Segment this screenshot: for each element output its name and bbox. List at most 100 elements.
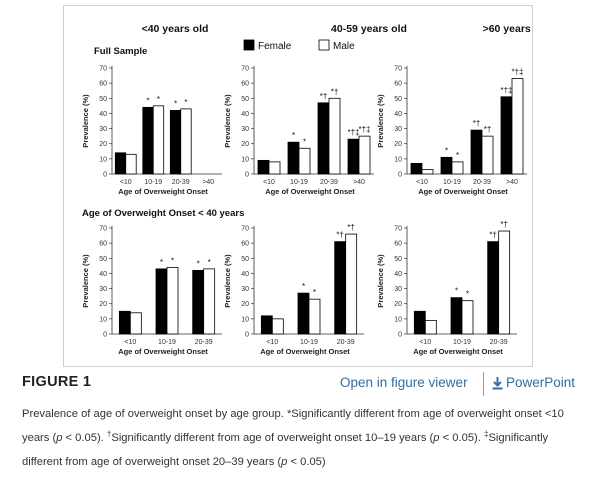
- panel-1-2-bar-male: [424, 319, 437, 335]
- panel-0-1-y-tick-label: 20: [241, 141, 249, 148]
- caption-part1: Prevalence of age of overweight onset by…: [22, 408, 564, 444]
- panel-0-2-x-tick-label: 20-39: [473, 179, 491, 186]
- panel-0-2-y-tick-label: 60: [394, 81, 402, 88]
- panel-1-2-y-tick-label: 60: [394, 241, 402, 248]
- panel-0-2-y-tick-label: 20: [394, 141, 402, 148]
- panel-0-1-annotation: *†‡: [347, 128, 359, 137]
- panel-0-1-bar-female: [347, 138, 360, 175]
- panel-0-2-annotation: *: [445, 146, 448, 155]
- panel-1-0-bar-male: [166, 266, 179, 335]
- caption-part3: Significantly different from age of over…: [111, 432, 434, 444]
- column-title-1: 40-59 years old: [331, 23, 407, 35]
- panel-0-1-annotation: *: [292, 131, 295, 140]
- panel-1-0-x-tick-label: <10: [124, 339, 136, 346]
- panel-0-2-y-tick-label: 70: [394, 66, 402, 73]
- panel-0-0-x-tick-label: 10-19: [144, 179, 162, 186]
- panel-0-0-y-tick-label: 70: [99, 66, 107, 73]
- column-title-0: <40 years old: [142, 23, 209, 35]
- panel-0-1-y-tick-label: 0: [245, 172, 249, 179]
- panel-1-1-bar-female: [260, 315, 273, 335]
- panel-0-0-y-tick-label: 20: [99, 141, 107, 148]
- panel-0-1-y-axis-label: Prevalence (%): [223, 94, 232, 148]
- panel-0-1-annotation: *†: [320, 92, 328, 101]
- panel-1-1-bar-female: [297, 292, 310, 335]
- column-title-2: >60 years old: [483, 23, 534, 35]
- legend-swatch-male: [318, 39, 330, 51]
- panel-1-0-annotation: *: [197, 259, 200, 268]
- panel-1-2-annotation: *: [466, 290, 469, 299]
- panel-1-2-bar-male: [498, 230, 511, 335]
- caption-dagger: †: [106, 429, 112, 439]
- panel-0-0-annotation: *: [146, 96, 149, 105]
- panel-0-0-y-tick-label: 50: [99, 96, 107, 103]
- panel-0-1-x-tick-label: <10: [263, 179, 275, 186]
- panel-0-0-bar-female: [142, 106, 154, 175]
- panel-0-1-bar-male: [328, 97, 341, 175]
- caption-part5: Significantly different from age of over…: [22, 432, 549, 468]
- panel-1-2-bar-female: [450, 297, 463, 335]
- panel-1-2-y-tick-label: 50: [394, 256, 402, 263]
- panel-1-0-annotation: *: [160, 258, 163, 267]
- panel-0-0-bar-male: [152, 105, 165, 175]
- panel-0-1-annotation: *†‡: [358, 125, 370, 134]
- panel-0-0-bar-male: [180, 108, 192, 175]
- panel-1-1-y-tick-label: 60: [241, 241, 249, 248]
- panel-0-2-bar-female: [500, 96, 513, 175]
- figure-caption: Prevalence of age of overweight onset by…: [22, 402, 582, 474]
- download-icon: [492, 376, 503, 389]
- panel-1-1-y-tick-label: 0: [245, 332, 249, 339]
- open-in-figure-viewer-link[interactable]: Open in figure viewer: [340, 375, 468, 390]
- figure-panel: <40 years old 40-59 years old >60 years ol…: [63, 5, 534, 367]
- powerpoint-link[interactable]: PowerPoint: [491, 375, 575, 390]
- panel-1-1-x-tick-label: <10: [266, 339, 278, 346]
- panel-1-1-annotation: *: [313, 288, 316, 297]
- panel-0-0-annotation: *: [157, 95, 160, 104]
- panel-0-0-bar-female: [169, 110, 182, 175]
- panel-1-1-y-tick-label: 40: [241, 271, 249, 278]
- panel-1-1-x-tick-label: 20-39: [337, 339, 355, 346]
- panel-0-2-y-tick-label: 50: [394, 96, 402, 103]
- panel-0-2-y-tick-label: 30: [394, 126, 402, 133]
- panel-1-1-y-tick-label: 20: [241, 301, 249, 308]
- panel-0-1-y-tick-label: 70: [241, 66, 249, 73]
- panel-0-2-bar-male: [511, 78, 524, 175]
- panel-1-0-bar-male: [203, 268, 216, 335]
- panel-0-2-bar-female: [470, 129, 483, 175]
- panel-1-1-bar-female: [334, 241, 347, 335]
- panel-0-2-y-tick-label: 10: [394, 156, 402, 163]
- panel-0-0-bar-female: [114, 152, 127, 175]
- panel-0-0-annotation: *: [174, 99, 177, 108]
- powerpoint-label: PowerPoint: [506, 375, 576, 390]
- panel-0-2-bar-female: [410, 162, 423, 175]
- panel-0-0-y-tick-label: 40: [99, 111, 107, 118]
- panel-0-1-y-tick-label: 30: [241, 126, 249, 133]
- panel-1-2-y-tick-label: 30: [394, 286, 402, 293]
- panel-0-1-bar-female: [287, 141, 300, 175]
- panel-0-0-x-tick-label: >40: [202, 179, 214, 186]
- panel-0-1-bar-male: [268, 161, 281, 175]
- panel-1-2-x-tick-label: 20-39: [490, 339, 508, 346]
- panel-1-2-annotation: *†: [489, 231, 497, 240]
- panel-0-2-bar-male: [481, 135, 494, 175]
- panel-1-2-x-tick-label: 10-19: [453, 339, 471, 346]
- panel-1-1-annotation: *†: [336, 231, 344, 240]
- caption-p-2: p: [433, 432, 440, 444]
- panel-1-1-annotation: *: [302, 282, 305, 291]
- panel-1-1-bar-male: [345, 233, 358, 335]
- panel-0-0-y-tick-label: 10: [99, 156, 107, 163]
- panel-0-2-x-tick-label: 10-19: [443, 179, 461, 186]
- panel-1-0-y-tick-label: 70: [99, 226, 107, 233]
- panel-1-2-y-tick-label: 40: [394, 271, 402, 278]
- panel-0-2-annotation: *: [456, 151, 459, 160]
- panel-0-1-y-tick-label: 50: [241, 96, 249, 103]
- panel-1-1-y-tick-label: 70: [241, 226, 249, 233]
- panel-1-0-bar-female: [118, 310, 131, 335]
- panel-1-1-annotation: *†: [347, 223, 355, 232]
- panel-0-1-x-tick-label: 10-19: [290, 179, 308, 186]
- panel-0-2-annotation: *†: [484, 125, 492, 134]
- panel-0-1-bar-male: [298, 147, 311, 175]
- panel-0-1-x-tick-label: 20-39: [320, 179, 338, 186]
- panel-0-2-x-axis-label: Age of Overweight Onset: [418, 187, 508, 196]
- caption-p-1: p: [56, 432, 63, 444]
- panel-0-1-bar-male: [358, 135, 371, 175]
